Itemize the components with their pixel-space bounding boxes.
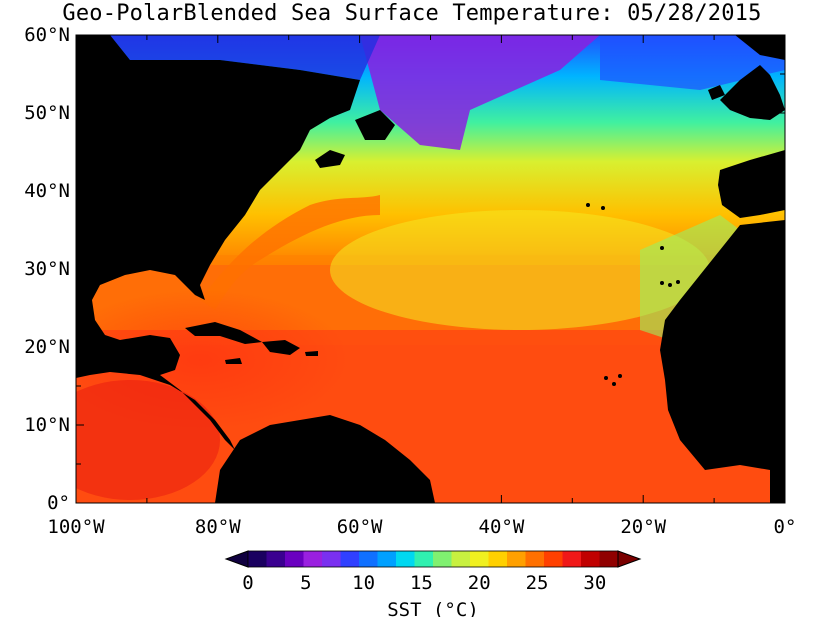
- colorbar-swatch: [340, 551, 360, 567]
- x-tick-label: 80°W: [195, 516, 241, 538]
- colorbar-swatch: [414, 551, 434, 567]
- colorbar-frame: [247, 550, 619, 568]
- colorbar-swatch: [285, 551, 304, 567]
- colorbar-swatch: [562, 551, 582, 567]
- land-masses: [76, 35, 785, 503]
- sst-field: [76, 35, 785, 503]
- y-tick-label: 50°N: [24, 102, 70, 124]
- colorbar-swatch: [433, 551, 452, 567]
- x-axis-ticks: 100°W 80°W 60°W 40°W 20°W 0°: [47, 35, 796, 538]
- map-title: Geo-PolarBlended Sea Surface Temperature…: [62, 1, 762, 26]
- colorbar-tick-label: 0: [242, 572, 253, 594]
- colorbar-swatch: [248, 551, 267, 567]
- colorbar-swatch: [322, 551, 341, 567]
- colorbar-swatch: [266, 551, 286, 567]
- y-tick-label: 60°N: [24, 24, 70, 46]
- colorbar-swatch: [303, 551, 323, 567]
- colorbar-tick-label: 25: [526, 572, 549, 594]
- x-tick-label: 40°W: [479, 516, 525, 538]
- colorbar-swatch: [544, 551, 563, 567]
- colorbar-swatch: [396, 551, 415, 567]
- y-axis-ticks: 0° 10°N 20°N 30°N 40°N 50°N 60°N: [24, 24, 785, 514]
- colorbar-swatch: [581, 551, 600, 567]
- colorbar-title: SST (°C): [387, 599, 479, 617]
- colorbar-title-unit: °C: [444, 599, 467, 617]
- colorbar-swatch: [470, 551, 489, 567]
- colorbar-swatch: [488, 551, 508, 567]
- colorbar-tick-label: 15: [410, 572, 433, 594]
- y-tick-label: 30°N: [24, 258, 70, 280]
- colorbar-tick-label: 5: [300, 572, 311, 594]
- colorbar-max-arrow: [617, 550, 642, 568]
- colorbar-tick-label: 10: [352, 572, 375, 594]
- colorbar-swatch: [525, 551, 545, 567]
- x-tick-label: 20°W: [620, 516, 666, 538]
- x-tick-label: 0°: [774, 516, 797, 538]
- colorbar-swatch: [599, 551, 619, 567]
- colorbar-title-suffix: ): [467, 599, 478, 617]
- colorbar-swatch: [507, 551, 526, 567]
- x-tick-label: 60°W: [337, 516, 383, 538]
- y-tick-label: 10°N: [24, 414, 70, 436]
- y-tick-label: 40°N: [24, 180, 70, 202]
- colorbar-swatch: [451, 551, 471, 567]
- colorbar: 0 5 10 15 20 25 30 SST (°C): [224, 550, 642, 617]
- x-tick-label: 100°W: [47, 516, 105, 538]
- colorbar-swatch: [377, 551, 397, 567]
- y-tick-label: 20°N: [24, 336, 70, 358]
- y-tick-label: 0°: [47, 492, 70, 514]
- colorbar-title-prefix: SST (: [387, 599, 444, 617]
- colorbar-tick-label: 30: [583, 572, 606, 594]
- colorbar-min-arrow: [224, 550, 249, 568]
- colorbar-swatch: [359, 551, 378, 567]
- colorbar-tick-label: 20: [468, 572, 491, 594]
